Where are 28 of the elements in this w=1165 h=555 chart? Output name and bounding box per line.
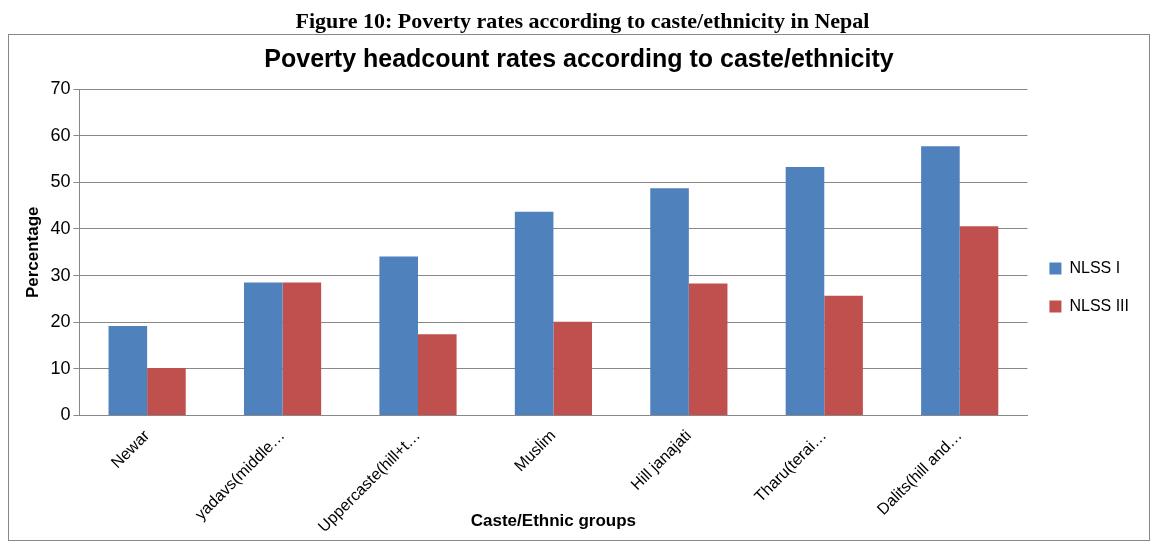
bar <box>959 226 999 415</box>
y-tick-label: 0 <box>60 404 71 425</box>
legend-label: NLSS I <box>1069 258 1121 276</box>
y-tick-label: 60 <box>50 124 71 145</box>
y-tick-label: 70 <box>50 77 71 98</box>
bar <box>688 283 728 415</box>
x-axis-title: Caste/Ethnic groups <box>470 511 637 531</box>
bar <box>824 295 863 415</box>
bar <box>921 146 960 415</box>
bar <box>417 334 457 415</box>
caption: Figure 10: Poverty rates according to caste/ethnicity in Nepal <box>294 8 871 34</box>
bar <box>108 325 148 415</box>
y-tick-label: 20 <box>50 311 71 332</box>
y-tick-label: 30 <box>50 264 71 285</box>
bar <box>243 282 283 415</box>
bar <box>379 256 418 415</box>
y-tick-label: 40 <box>50 217 71 238</box>
bar <box>553 321 593 415</box>
bar <box>785 166 825 415</box>
y-axis-title: Percentage <box>22 206 42 299</box>
legend-label: NLSS III <box>1069 296 1129 314</box>
y-tick-label: 10 <box>50 357 71 378</box>
chart-title: Poverty headcount rates according to caste/ethnicity <box>264 43 894 72</box>
bar <box>147 367 186 415</box>
bar <box>514 211 554 415</box>
bar <box>282 282 322 415</box>
y-tick-label: 50 <box>50 171 71 192</box>
bar <box>650 188 689 415</box>
